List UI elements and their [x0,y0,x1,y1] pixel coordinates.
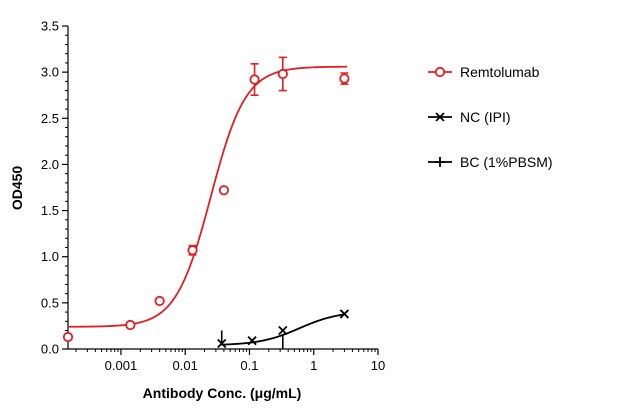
y-tick-label: 2.5 [41,111,59,126]
y-axis-title: OD450 [9,166,25,211]
y-tick-label: 0.5 [41,295,59,310]
legend-marker-series-2 [435,112,445,122]
y-tick-label: 1.5 [41,203,59,218]
y-tick-label: 1.0 [41,249,59,264]
legend-label-series-2: NC (IPI) [460,109,511,125]
data-point-series-1 [339,73,350,84]
y-tick-label: 0.0 [41,342,59,357]
x-tick-label: 1 [310,358,317,373]
legend-label-series-3: BC (1%PBSM) [460,154,553,170]
data-point-series-1 [218,185,230,196]
x-axis-title: Antibody Conc. (μg/mL) [143,385,302,401]
data-point-series-2 [247,336,257,346]
fit-curve-series-1 [67,65,348,328]
data-point-series-1 [62,331,74,343]
data-point-series-1 [187,245,198,256]
x-tick-label: 0.1 [240,358,258,373]
data-point-series-1 [154,295,165,307]
data-point-series-2 [339,309,350,319]
data-point-series-1 [249,74,260,85]
axes: 0.0 0.5 1.0 1.5 2.0 2.5 3.0 3.5 0.001 0.01 0.1 1 10 [41,19,385,374]
y-tick-label: 3.5 [41,19,59,34]
legend-marker-series-1 [434,66,446,78]
x-tick-label: 0.001 [105,358,138,373]
data-point-series-1 [277,68,288,80]
legend-label-series-1: Remtolumab [460,64,540,80]
legend-marker-series-3 [435,157,445,167]
x-tick-label: 10 [371,358,385,373]
x-tick-label: 0.01 [173,358,198,373]
plot-area [62,56,350,349]
y-tick-label: 3.0 [41,65,59,80]
legend: Remtolumab NC (IPI) BC (1%PBSM) [428,64,553,170]
y-tick-label: 2.0 [41,157,59,172]
data-point-series-1 [125,319,136,331]
data-point-series-2 [278,325,288,336]
